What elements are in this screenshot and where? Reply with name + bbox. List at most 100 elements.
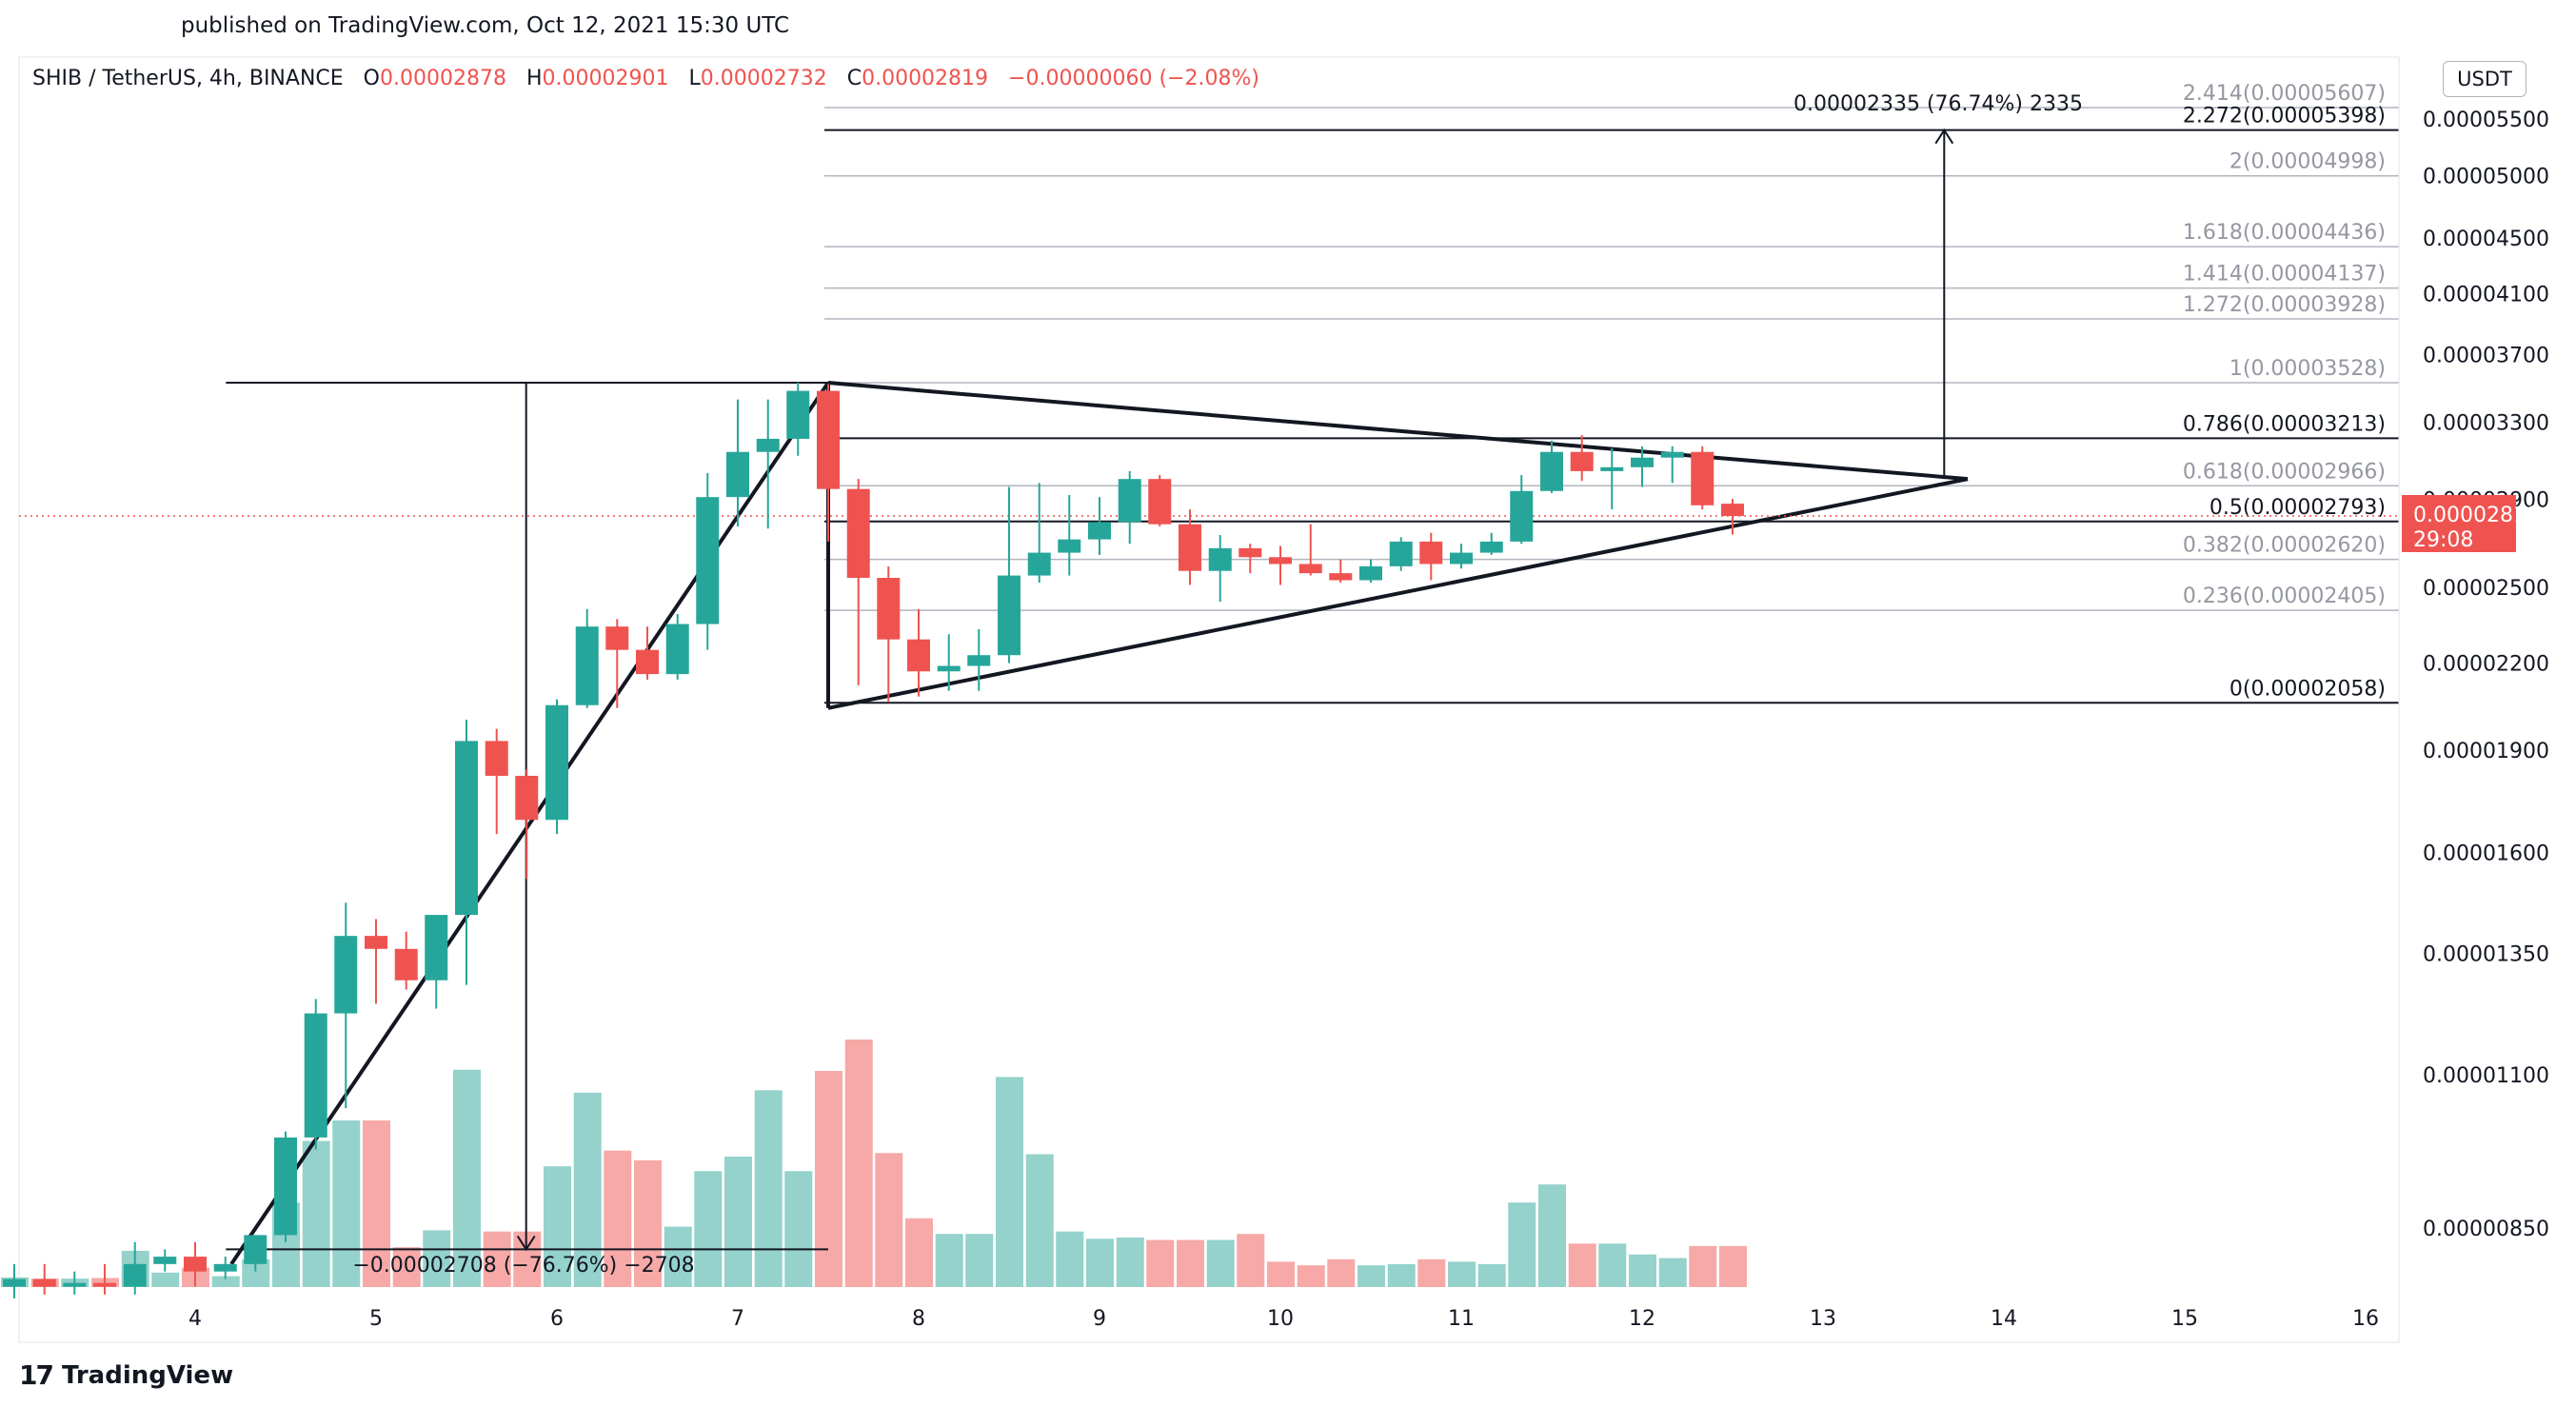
volume-bar bbox=[211, 1276, 240, 1287]
volume-bar bbox=[905, 1218, 933, 1287]
candle-body bbox=[3, 1278, 26, 1287]
candle-body bbox=[575, 626, 599, 705]
volume-bar bbox=[573, 1092, 602, 1287]
candle-body bbox=[485, 741, 508, 776]
volume-bar bbox=[363, 1120, 390, 1287]
candle-body bbox=[365, 936, 387, 949]
candle-body bbox=[32, 1278, 56, 1287]
y-tick-label: 0.00001100 bbox=[2423, 1064, 2549, 1088]
volume-bar bbox=[604, 1150, 632, 1287]
volume-bar bbox=[1116, 1238, 1144, 1287]
fib-label: 0.382(0.00002620) bbox=[2183, 534, 2386, 558]
volume-bar bbox=[1357, 1265, 1385, 1287]
change-value: −0.00000060 (−2.08%) bbox=[1008, 67, 1259, 90]
measure-down-label: −0.00002708 (−76.76%) −2708 bbox=[352, 1254, 694, 1278]
candle-body bbox=[1027, 552, 1051, 576]
y-tick-label: 0.00001900 bbox=[2423, 740, 2549, 763]
volume-bar bbox=[1448, 1261, 1476, 1287]
fib-label: 0.786(0.00003213) bbox=[2183, 412, 2386, 436]
x-tick-label: 8 bbox=[912, 1307, 925, 1331]
fib-levels: 2.414(0.00005607)2.272(0.00005398) 2(0.00… bbox=[824, 82, 2399, 704]
y-tick-label: 0.00001350 bbox=[2423, 942, 2549, 966]
candle-body bbox=[425, 915, 448, 981]
candle-body bbox=[1298, 564, 1322, 574]
candle-body bbox=[1058, 539, 1081, 553]
open-value: 0.00002878 bbox=[379, 67, 506, 90]
volume-bar bbox=[1146, 1239, 1175, 1287]
fib-label: 2.272(0.00005398) bbox=[2183, 105, 2386, 129]
x-tick-label: 13 bbox=[1810, 1307, 1836, 1331]
volume-bar bbox=[965, 1234, 994, 1287]
candle-body bbox=[1631, 457, 1654, 467]
volume-bar bbox=[815, 1070, 842, 1287]
volume-bar bbox=[1237, 1234, 1265, 1287]
candle-body bbox=[1329, 573, 1353, 581]
volume-bar bbox=[1568, 1243, 1596, 1287]
low-label: L bbox=[688, 67, 701, 90]
measure-down-arrow bbox=[516, 1235, 536, 1252]
fib-label: 1.618(0.00004436) bbox=[2183, 221, 2386, 245]
candle-body bbox=[907, 639, 930, 672]
axes: 0.00005500 0.00005000 0.00004500 0.00004100… bbox=[188, 57, 2549, 1342]
candle-body bbox=[93, 1282, 116, 1287]
candle-body bbox=[1208, 547, 1232, 571]
close-value: 0.00002819 bbox=[862, 67, 989, 90]
volume-bars bbox=[1, 1040, 1747, 1287]
tradingview-brand[interactable]: 17 TradingView bbox=[19, 1359, 233, 1391]
candle-body bbox=[274, 1137, 297, 1236]
volume-bar bbox=[392, 1247, 421, 1287]
volume-bar bbox=[1538, 1184, 1566, 1287]
x-tick-label: 7 bbox=[731, 1307, 744, 1331]
candle-body bbox=[1479, 541, 1503, 553]
candle-body bbox=[304, 1013, 327, 1138]
candle-body bbox=[1570, 451, 1594, 471]
x-tick-label: 16 bbox=[2352, 1307, 2379, 1331]
triangle-lower-line bbox=[827, 477, 1969, 710]
candle-body bbox=[1600, 466, 1624, 471]
flagpole-line bbox=[229, 381, 830, 1265]
candle-body bbox=[1118, 479, 1141, 523]
volume-bar bbox=[453, 1069, 481, 1287]
candle-body bbox=[877, 578, 901, 640]
triangle-upper-line bbox=[827, 381, 1969, 482]
x-tick-label: 6 bbox=[550, 1307, 564, 1331]
candle-body bbox=[636, 649, 659, 675]
published-note: published on TradingView.com, Oct 12, 20… bbox=[181, 13, 790, 38]
volume-bar bbox=[694, 1171, 723, 1287]
candles bbox=[3, 382, 1744, 1298]
open-label: O bbox=[363, 67, 380, 90]
volume-bar bbox=[724, 1157, 752, 1287]
volume-bar bbox=[1477, 1263, 1506, 1287]
volume-bar bbox=[1689, 1245, 1717, 1287]
volume-bar bbox=[634, 1159, 662, 1287]
currency-button[interactable]: USDT bbox=[2443, 61, 2526, 97]
measure-annotations: 0.00002335 (76.74%) 2335 −0.00002708 (−7… bbox=[352, 92, 2083, 1278]
volume-bar bbox=[1417, 1258, 1446, 1287]
candle-body bbox=[756, 438, 780, 452]
y-tick-label: 0.00002200 bbox=[2423, 653, 2549, 677]
symbol-title[interactable]: SHIB / TetherUS, 4h, BINANCE bbox=[32, 67, 344, 90]
candle-body bbox=[1450, 552, 1473, 565]
measure-up-label: 0.00002335 (76.74%) 2335 bbox=[1793, 92, 2083, 116]
candle-body bbox=[998, 575, 1020, 656]
candle-body bbox=[1691, 451, 1714, 505]
fib-label: 0(0.00002058) bbox=[2229, 677, 2386, 701]
high-label: H bbox=[525, 67, 543, 90]
x-tick-label: 12 bbox=[1629, 1307, 1655, 1331]
volume-bar bbox=[1267, 1261, 1295, 1287]
volume-bar bbox=[483, 1231, 511, 1287]
candle-body bbox=[967, 655, 991, 666]
y-tick-label: 0.00001600 bbox=[2423, 842, 2549, 865]
price-tag-box bbox=[2402, 494, 2516, 552]
volume-bar bbox=[1086, 1239, 1114, 1287]
fib-label: 0.236(0.00002405) bbox=[2183, 585, 2386, 608]
candle-body bbox=[1359, 565, 1382, 581]
volume-bar bbox=[151, 1272, 180, 1287]
volume-bar bbox=[513, 1231, 542, 1287]
volume-bar bbox=[1297, 1265, 1325, 1287]
brand-name: TradingView bbox=[61, 1360, 234, 1390]
candle-body bbox=[1389, 541, 1413, 566]
candle-body bbox=[817, 390, 840, 489]
